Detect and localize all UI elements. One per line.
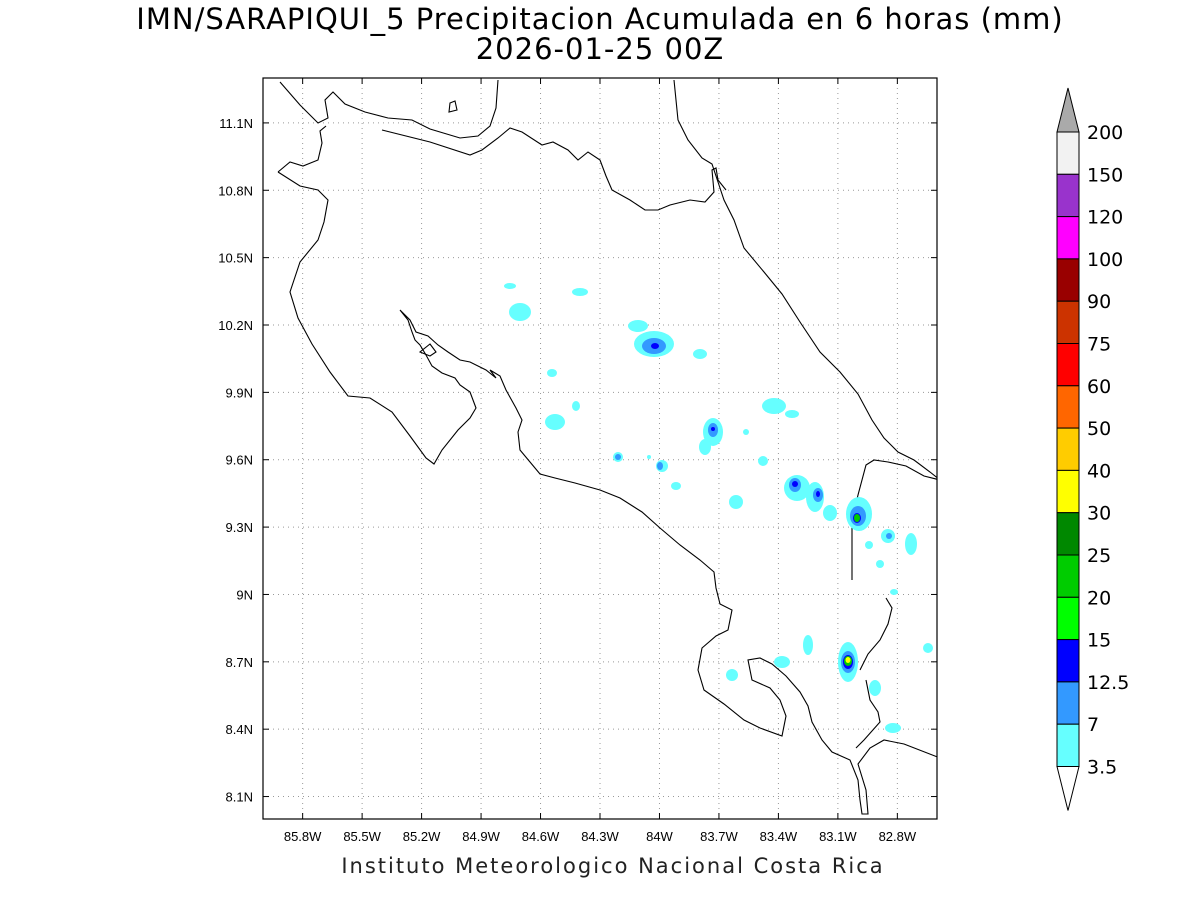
colorbar-label: 50 xyxy=(1087,418,1111,440)
lon-tick-label: 83.4W xyxy=(760,829,798,844)
colorbar-swatch xyxy=(1056,681,1080,725)
colorbar-label: 40 xyxy=(1087,460,1111,482)
lon-tick-label: 83.7W xyxy=(700,829,738,844)
lat-tick-label: 11.1N xyxy=(219,116,253,131)
map-date: 2026-01-25 00Z xyxy=(475,32,725,66)
colorbar-swatch xyxy=(1056,554,1080,598)
colorbar-label: 30 xyxy=(1087,503,1111,525)
colorbar-swatch xyxy=(1056,300,1080,345)
lon-tick-label: 82.8W xyxy=(879,829,917,844)
colorbar-label: 12.5 xyxy=(1087,672,1129,694)
coastline xyxy=(277,79,937,815)
colorbar-swatch xyxy=(1056,427,1080,471)
lat-tick-label: 9.6N xyxy=(226,453,253,468)
lat-tick-label: 8.4N xyxy=(226,722,253,737)
colorbar-label: 75 xyxy=(1087,334,1111,356)
colorbar-label: 200 xyxy=(1087,122,1123,144)
lon-tick-label: 84W xyxy=(646,829,673,844)
footer-credit: Instituto Meteorologico Nacional Costa R… xyxy=(341,854,885,878)
lon-tick-label: 83.1W xyxy=(819,829,857,844)
lat-tick-label: 8.7N xyxy=(226,655,253,670)
colorbar-swatch xyxy=(1056,258,1080,302)
colorbar-top-arrow xyxy=(1056,87,1080,133)
colorbar-label: 60 xyxy=(1087,376,1111,398)
colorbar-swatch xyxy=(1056,639,1080,683)
colorbar-bottom-arrow xyxy=(1056,766,1080,811)
lat-tick-label: 10.5N xyxy=(218,251,253,266)
lat-tick-label: 10.8N xyxy=(218,183,253,198)
map-grid xyxy=(263,78,937,819)
colorbar-swatch xyxy=(1056,596,1080,641)
lon-tick-label: 85.5W xyxy=(343,829,381,844)
lon-tick-label: 84.9W xyxy=(462,829,500,844)
colorbar-swatch xyxy=(1056,469,1080,514)
lat-tick-label: 9.9N xyxy=(226,385,253,400)
colorbar-label: 100 xyxy=(1087,249,1123,271)
colorbar-label: 3.5 xyxy=(1087,757,1117,779)
map-axes: 85.8W 85.5W 85.2W 84.9W 84.6W 84.3W 84W 83.7W 83… xyxy=(218,78,937,844)
colorbar-label: 20 xyxy=(1087,587,1111,609)
lon-tick-label: 84.3W xyxy=(581,829,619,844)
colorbar-swatch xyxy=(1056,173,1080,218)
colorbar-label: 120 xyxy=(1087,207,1123,229)
precipitation-areas xyxy=(504,283,933,733)
colorbar-swatch xyxy=(1056,385,1080,429)
colorbar-label: 15 xyxy=(1087,630,1111,652)
colorbar-swatch xyxy=(1056,512,1080,556)
colorbar-swatch xyxy=(1056,723,1080,768)
lat-tick-label: 9.3N xyxy=(226,520,253,535)
colorbar-swatch xyxy=(1056,216,1080,260)
colorbar-swatch xyxy=(1056,343,1080,387)
lat-tick-label: 9N xyxy=(236,587,253,602)
colorbar-label: 7 xyxy=(1087,714,1099,736)
lon-tick-label: 85.2W xyxy=(403,829,441,844)
colorbar-swatch xyxy=(1056,131,1080,175)
colorbar-label: 25 xyxy=(1087,545,1111,567)
colorbar: 200 150 120 100 90 75 60 50 40 30 25 20 15 12.5 7 3.5 xyxy=(1056,87,1129,811)
map-title: IMN/SARAPIQUI_5 Precipitacion Acumulada … xyxy=(136,2,1064,36)
colorbar-label: 90 xyxy=(1087,291,1111,313)
lon-tick-label: 85.8W xyxy=(284,829,322,844)
lon-tick-label: 84.6W xyxy=(522,829,560,844)
lat-tick-label: 10.2N xyxy=(218,318,253,333)
colorbar-label: 150 xyxy=(1087,164,1123,186)
lat-tick-label: 8.1N xyxy=(226,790,253,805)
